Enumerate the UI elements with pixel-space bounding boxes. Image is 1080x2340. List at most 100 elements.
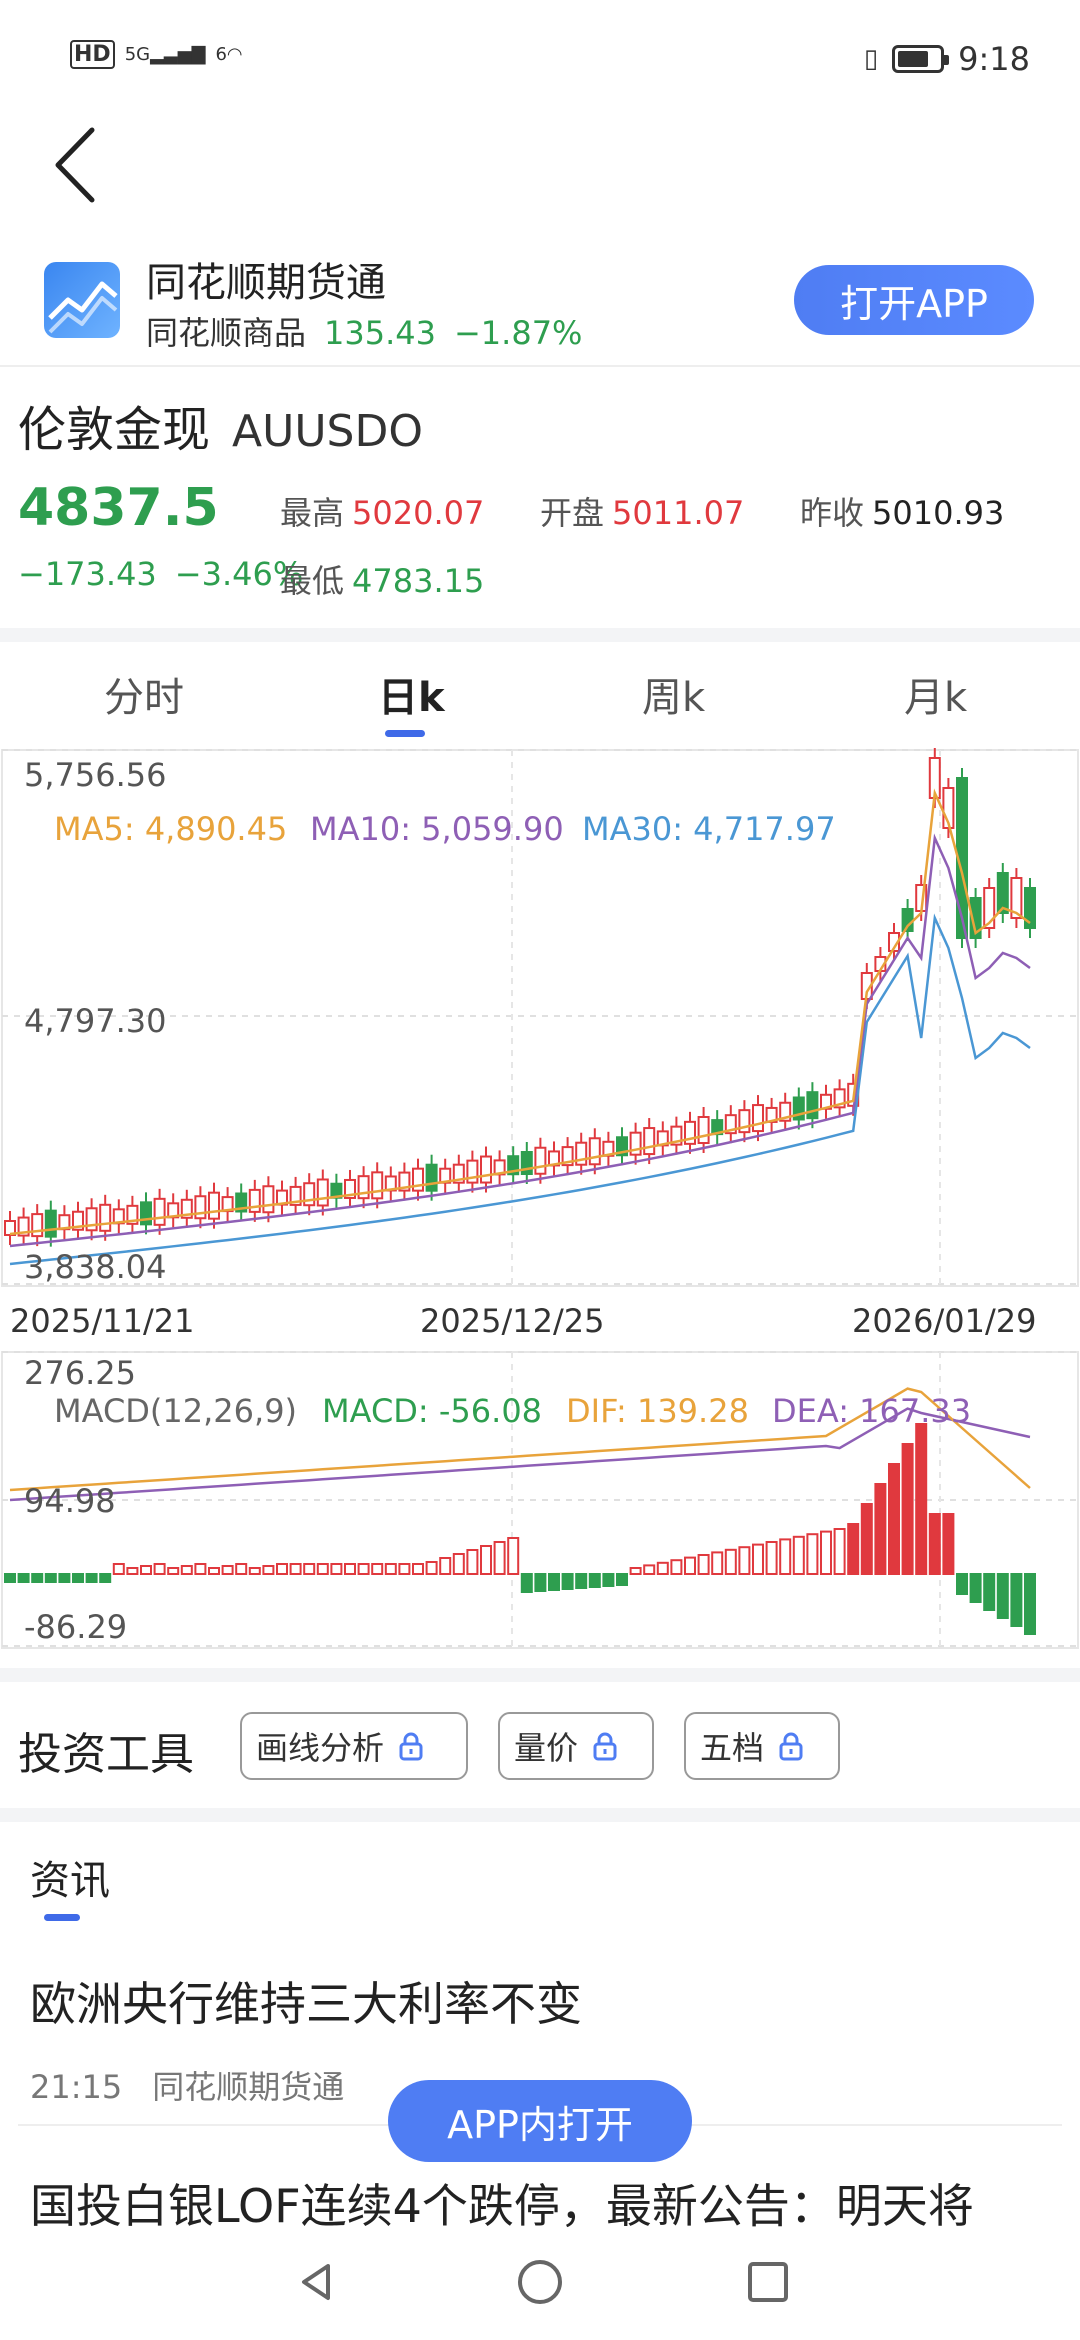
macd-bar	[194, 1563, 207, 1575]
macd-bar	[616, 1573, 628, 1586]
tab-news[interactable]: 资讯	[30, 1858, 110, 1904]
kline-candle	[4, 1220, 16, 1236]
nav-recent-icon[interactable]	[748, 2262, 788, 2302]
kline-candle	[208, 1191, 220, 1220]
hd-icon: HD	[70, 40, 115, 69]
kline-chart[interactable]	[0, 748, 1080, 1288]
kline-candle	[85, 1207, 98, 1232]
ma30-label: MA30: 4,717.97	[582, 810, 836, 848]
macd-value: MACD: -56.08	[322, 1392, 543, 1430]
macd-bar	[452, 1553, 465, 1575]
macd-y-bottom: -86.29	[24, 1608, 128, 1646]
macd-bar	[316, 1563, 329, 1575]
macd-bar	[956, 1573, 968, 1595]
macd-bar	[235, 1563, 248, 1575]
kline-candle	[248, 1188, 261, 1213]
macd-bar	[833, 1528, 846, 1575]
tab-indicator	[385, 730, 425, 737]
kline-candle	[344, 1178, 356, 1199]
change-value: −173.43	[18, 555, 157, 593]
macd-bar	[412, 1563, 424, 1575]
status-bar: HD 5G▂▃▅▇ 6◠ ▯ 9:18	[0, 0, 1080, 120]
dea-line	[9, 1407, 1031, 1502]
macd-bar	[548, 1573, 560, 1591]
macd-bar	[17, 1573, 30, 1583]
open-in-app-button[interactable]: APP内打开	[388, 2080, 692, 2162]
tools-title: 投资工具	[18, 1729, 194, 1780]
macd-bar	[792, 1535, 805, 1576]
kline-candle	[588, 1137, 601, 1166]
kline-y-bottom: 3,838.04	[24, 1248, 167, 1286]
status-left: HD 5G▂▃▅▇ 6◠	[70, 40, 243, 69]
tab-daily-k[interactable]: 日k	[378, 675, 445, 721]
macd-bar	[248, 1567, 261, 1575]
tab-intraday[interactable]: 分时	[104, 675, 184, 721]
macd-bar	[629, 1567, 642, 1575]
kline-candle	[99, 1203, 112, 1232]
kline-candle	[371, 1171, 384, 1200]
open-app-button[interactable]: 打开APP	[794, 265, 1034, 335]
kline-candle	[534, 1146, 547, 1175]
instrument-name: 伦敦金现	[18, 402, 211, 458]
volume-price-button[interactable]: 量价	[498, 1712, 654, 1780]
macd-bar	[602, 1573, 615, 1587]
prev-close-value: 5010.93	[872, 494, 1005, 532]
macd-bar	[112, 1563, 125, 1575]
back-arrow-icon	[55, 127, 95, 203]
macd-bar	[928, 1513, 941, 1575]
news-item-title[interactable]: 欧洲央行维持三大利率不变	[30, 1977, 582, 2031]
news-item-title[interactable]: 国投白银LOF连续4个跌停，最新公告：明天将	[30, 2179, 974, 2233]
macd-bar	[806, 1533, 819, 1575]
macd-bar	[752, 1543, 764, 1576]
draw-analysis-label: 画线分析	[256, 1729, 385, 1767]
dea-value: DEA: 167.33	[772, 1392, 972, 1430]
five-level-label: 五档	[700, 1729, 765, 1767]
kline-candle	[153, 1197, 166, 1226]
news-item-meta: 21:15 同花顺期货通	[30, 2062, 344, 2108]
macd-bar	[738, 1546, 751, 1575]
x-label-3: 2026/01/29	[852, 1302, 1037, 1340]
low-value: 4783.15	[352, 562, 485, 600]
macd-bar	[99, 1573, 112, 1583]
volume-price-label: 量价	[514, 1729, 579, 1767]
tab-weekly-k[interactable]: 周k	[642, 675, 706, 721]
macd-bar	[330, 1563, 343, 1575]
macd-bar	[439, 1557, 452, 1575]
five-level-button[interactable]: 五档	[684, 1712, 840, 1780]
ma5-line	[9, 788, 1031, 1236]
macd-bar	[575, 1573, 588, 1589]
macd-bar	[1024, 1573, 1036, 1635]
instrument-code: AUUSDO	[232, 406, 423, 457]
macd-bar	[493, 1541, 506, 1575]
kline-candle	[140, 1201, 152, 1226]
back-button[interactable]	[40, 120, 120, 210]
kline-candle	[724, 1114, 737, 1135]
kline-candle	[752, 1104, 764, 1133]
kline-candle	[792, 1096, 805, 1121]
kline-candle	[425, 1163, 438, 1192]
kline-candle	[684, 1120, 696, 1145]
macd-bar	[915, 1423, 928, 1575]
kline-candle	[670, 1125, 683, 1146]
macd-bar	[588, 1573, 601, 1588]
nav-home-icon[interactable]	[518, 2260, 562, 2304]
ma5-label: MA5: 4,890.45	[54, 810, 288, 848]
commodity-change: −1.87%	[453, 314, 583, 352]
nav-back-icon[interactable]	[302, 2264, 330, 2300]
wifi-icon: 6◠	[215, 44, 243, 65]
draw-analysis-button[interactable]: 画线分析	[240, 1712, 468, 1780]
kline-candle	[180, 1198, 193, 1219]
x-label-1: 2025/11/21	[10, 1302, 195, 1340]
tab-monthly-k[interactable]: 月k	[904, 675, 968, 721]
macd-chart[interactable]	[0, 1350, 1080, 1650]
price-change: −173.43 −3.46%	[18, 555, 321, 593]
kline-candle	[806, 1091, 819, 1120]
vibrate-icon: ▯	[863, 44, 879, 74]
macd-bar	[384, 1563, 397, 1575]
kline-candle	[1010, 877, 1023, 919]
kline-candle	[833, 1088, 846, 1109]
app-subline: 同花顺商品 135.43 −1.87%	[146, 308, 582, 354]
open-value: 5011.07	[612, 494, 745, 532]
section-separator	[0, 628, 1080, 642]
macd-bar	[765, 1541, 778, 1575]
